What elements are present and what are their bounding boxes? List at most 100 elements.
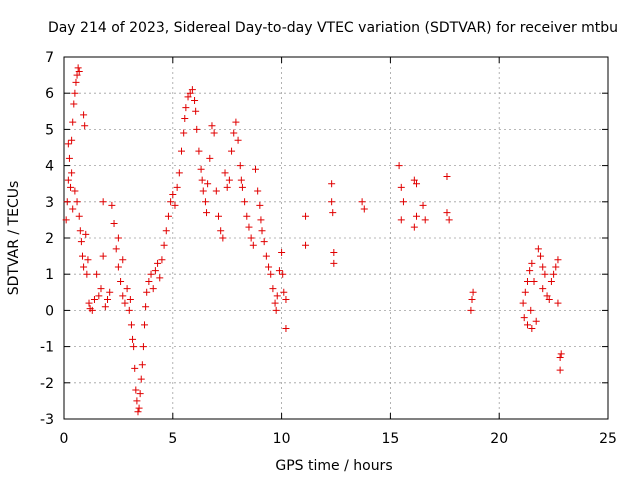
x-axis-label: GPS time / hours	[275, 458, 392, 474]
data-point	[203, 209, 211, 217]
data-point	[413, 212, 421, 220]
x-tick-label: 15	[381, 431, 399, 447]
y-tick-label: 6	[45, 86, 54, 102]
data-point	[76, 227, 84, 235]
x-tick-label: 10	[273, 431, 291, 447]
data-point	[545, 296, 553, 304]
x-tick-labels: 0 5 10 15 20 25	[60, 431, 617, 447]
data-point	[80, 263, 88, 271]
data-point	[302, 241, 310, 249]
data-point	[223, 183, 231, 191]
data-point	[302, 212, 310, 220]
data-point	[241, 198, 249, 206]
data-point	[526, 267, 534, 275]
data-point	[64, 176, 72, 184]
data-point	[110, 220, 118, 228]
y-tick-label: 1	[45, 267, 54, 283]
data-point	[129, 335, 137, 343]
data-point	[114, 234, 122, 242]
data-point	[88, 306, 96, 314]
data-point	[468, 296, 476, 304]
data-point	[249, 241, 257, 249]
data-point	[537, 252, 545, 260]
data-point	[84, 256, 92, 264]
data-point	[192, 107, 200, 115]
data-point	[519, 299, 527, 307]
data-point	[256, 201, 264, 209]
data-point	[234, 136, 242, 144]
data-point	[554, 256, 562, 264]
data-point	[262, 252, 270, 260]
data-point	[93, 270, 101, 278]
x-tick-label: 5	[168, 431, 177, 447]
data-point	[143, 288, 151, 296]
data-point	[169, 191, 177, 199]
data-point	[330, 248, 338, 256]
data-point	[180, 129, 188, 137]
data-point	[97, 285, 105, 293]
data-point	[279, 270, 287, 278]
data-point	[520, 314, 528, 322]
data-point	[131, 364, 139, 372]
data-point	[282, 296, 290, 304]
x-tick-label: 20	[490, 431, 508, 447]
data-point	[397, 216, 405, 224]
chart-title: Day 214 of 2023, Sidereal Day-to-day VTE…	[48, 20, 618, 36]
data-point	[104, 296, 112, 304]
data-point	[193, 125, 201, 133]
data-point	[199, 187, 207, 195]
data-point	[330, 259, 338, 267]
data-point	[543, 292, 551, 300]
grid-lines	[64, 57, 608, 419]
data-point	[160, 241, 168, 249]
data-point	[271, 299, 279, 307]
data-point	[210, 129, 218, 137]
data-point	[328, 180, 336, 188]
data-point	[139, 343, 147, 351]
data-point	[539, 285, 547, 293]
data-point	[395, 162, 403, 170]
y-axis-label: SDTVAR / TECUs	[6, 181, 22, 296]
data-points	[62, 64, 565, 416]
data-point	[552, 263, 560, 271]
data-point	[151, 267, 159, 275]
data-point	[556, 366, 564, 374]
data-point	[527, 306, 535, 314]
data-point	[132, 386, 140, 394]
axis-ticks	[63, 56, 609, 420]
data-point	[175, 169, 183, 177]
data-point	[557, 350, 565, 358]
data-point	[410, 176, 418, 184]
data-point	[108, 201, 116, 209]
data-point	[74, 64, 82, 72]
data-point	[275, 267, 283, 275]
data-point	[467, 306, 475, 314]
data-point	[282, 325, 290, 332]
data-point	[154, 259, 162, 267]
data-point	[73, 198, 81, 206]
data-point	[164, 212, 172, 220]
data-point	[273, 292, 281, 300]
data-point	[539, 263, 547, 271]
data-point	[419, 201, 427, 209]
data-point	[72, 78, 80, 86]
data-point	[230, 129, 238, 137]
data-point	[228, 147, 236, 155]
data-point	[101, 303, 109, 311]
data-point	[149, 285, 157, 293]
data-point	[528, 259, 536, 267]
data-point	[145, 277, 153, 285]
data-point	[208, 122, 216, 130]
data-point	[184, 93, 192, 101]
data-point	[238, 183, 246, 191]
data-point	[167, 198, 175, 206]
data-point	[257, 216, 265, 224]
y-tick-label: 2	[45, 231, 54, 247]
data-point	[136, 390, 144, 398]
data-point	[550, 270, 558, 278]
data-point	[69, 205, 77, 213]
data-point	[173, 183, 181, 191]
data-point	[421, 216, 429, 224]
data-point	[280, 288, 288, 296]
data-point	[534, 245, 542, 253]
